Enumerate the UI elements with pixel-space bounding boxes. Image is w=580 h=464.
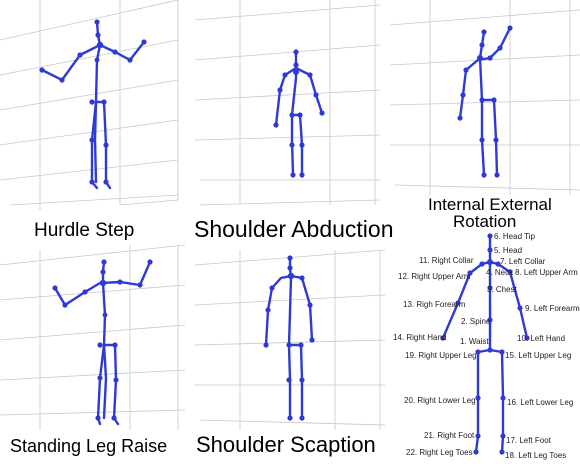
joint-label: 14. Right Hand <box>393 333 446 342</box>
grid-hurdle-step <box>0 0 179 210</box>
joint-label: 16. Left Lower Leg <box>507 398 573 407</box>
joint-label: 18. Left Leg Toes <box>505 451 566 460</box>
joint-label: 7. Left Collar <box>500 257 546 266</box>
caption-rotation-line2: Rotation <box>453 212 517 231</box>
joint-label: 21. Right Foot <box>424 431 475 440</box>
caption-standing-leg-raise: Standing Leg Raise <box>10 436 168 456</box>
joint-label: 22. Right Leg Toes <box>406 448 473 457</box>
grid-standing-leg-raise <box>0 244 186 430</box>
caption-shoulder-scaption: Shoulder Scaption <box>196 432 376 457</box>
caption-shoulder-abduction: Shoulder Abduction <box>194 216 394 242</box>
joint-labels: 6. Head Tip 5. Head 11. Right Collar 7. … <box>393 232 580 460</box>
caption-rotation-line1: Internal External <box>428 195 552 214</box>
joint-label: 10. Left Hand <box>517 334 565 343</box>
joint-label: 3. Chest <box>487 285 518 294</box>
joint-label: 12. Right Upper Arm <box>398 272 471 281</box>
joint-label: 2. Spine <box>461 317 491 326</box>
joint-label: 4. Neck <box>486 268 514 277</box>
joint-label: 9. Left Forearm <box>525 304 580 313</box>
joint-label: 20. Right Lower Leg <box>404 396 476 405</box>
joint-label: 8. Left Upper Arm <box>515 268 578 277</box>
skeleton-hurdle-step <box>39 19 147 190</box>
joint-label: 6. Head Tip <box>494 232 535 241</box>
grid-internal-external-rotation <box>389 0 580 195</box>
skeleton-internal-external-rotation <box>457 25 513 178</box>
joint-label: 11. Right Collar <box>419 256 474 265</box>
joint-label: 19. Right Upper Leg <box>405 351 477 360</box>
skeleton-joint-map <box>440 233 530 455</box>
skeleton-shoulder-scaption <box>263 255 315 421</box>
caption-hurdle-step: Hurdle Step <box>34 220 135 241</box>
joint-label: 15. Left Upper Leg <box>505 351 571 360</box>
joint-label: 13. Righ Forearm <box>403 300 466 309</box>
joint-label: 17. Left Foot <box>506 436 552 445</box>
skeleton-standing-leg-raise <box>52 259 153 426</box>
joint-label: 1. Waist <box>460 337 489 346</box>
skeleton-shoulder-abduction <box>273 49 325 178</box>
grid-shoulder-abduction <box>194 0 381 206</box>
joint-label: 5. Head <box>494 246 522 255</box>
